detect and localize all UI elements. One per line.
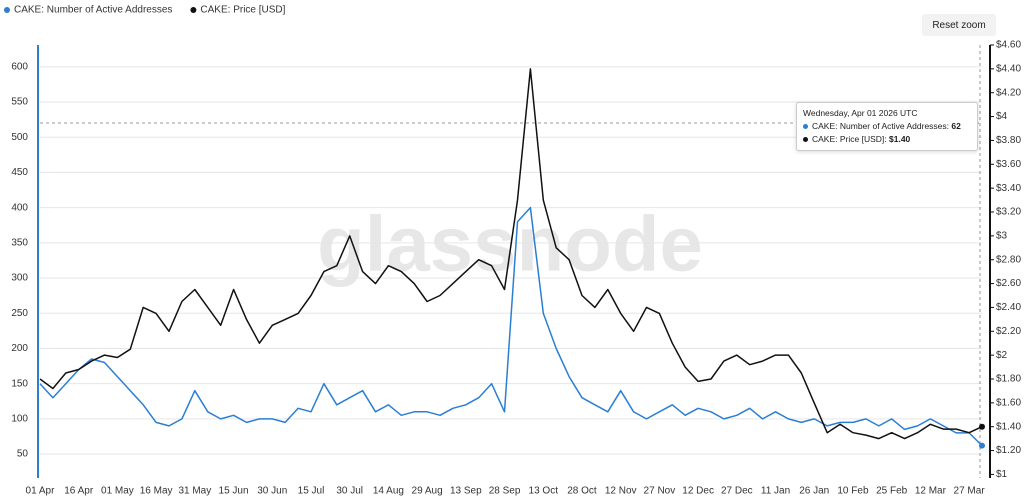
hover-point: [979, 442, 985, 449]
x-tick-label: 14 Aug: [373, 486, 404, 497]
x-tick-label: 30 Jul: [336, 486, 363, 497]
x-tick-label: 12 Dec: [682, 486, 714, 497]
x-tick-label: 16 May: [140, 486, 173, 497]
y2-tick-label: $2: [996, 350, 1008, 361]
tooltip-label: CAKE: Price [USD]:: [812, 134, 887, 144]
y2-tick-label: $3.20: [996, 207, 1021, 218]
y-tick-label: 500: [11, 132, 28, 143]
y2-tick-label: $1.80: [996, 374, 1021, 385]
y2-tick-label: $2.80: [996, 254, 1021, 265]
x-tick-label: 12 Nov: [605, 486, 637, 497]
y-tick-label: 50: [17, 449, 29, 460]
x-tick-label: 27 Mar: [954, 486, 986, 497]
x-tick-label: 01 Apr: [26, 486, 56, 497]
y-tick-label: 250: [11, 308, 28, 319]
hover-point: [979, 423, 985, 430]
x-tick-label: 30 Jun: [257, 486, 287, 497]
x-tick-label: 01 May: [101, 486, 134, 497]
legend-marker: [190, 7, 197, 13]
x-tick-label: 29 Aug: [412, 486, 443, 497]
tooltip: Wednesday, Apr 01 2026 UTC CAKE: Number …: [796, 102, 978, 151]
tooltip-value: $1.40: [889, 134, 911, 144]
y2-tick-label: $2.40: [996, 302, 1021, 313]
y2-tick-label: $1.20: [996, 445, 1021, 456]
y2-tick-label: $4.20: [996, 87, 1021, 98]
series-line: [39, 68, 983, 440]
x-tick-label: 13 Sep: [450, 486, 482, 497]
y2-tick-label: $4: [996, 111, 1008, 122]
tooltip-date: Wednesday, Apr 01 2026 UTC: [803, 108, 918, 118]
y2-tick-label: $3.60: [996, 159, 1021, 170]
legend-label: CAKE: Price [USD]: [200, 5, 285, 16]
y2-tick-label: $2.60: [996, 278, 1021, 289]
x-tick-label: 15 Jun: [219, 486, 249, 497]
x-tick-label: 25 Feb: [876, 486, 908, 497]
x-tick-label: 27 Nov: [644, 486, 676, 497]
x-tick-label: 11 Jan: [761, 486, 790, 497]
x-tick-label: 27 Dec: [721, 486, 753, 497]
x-tick-label: 26 Jan: [799, 486, 829, 497]
y2-tick-label: $3.40: [996, 183, 1021, 194]
y-tick-label: 350: [11, 237, 28, 248]
tooltip-value: 62: [951, 121, 961, 131]
tooltip-row: CAKE: Price [USD]: $1.40: [803, 133, 971, 146]
y2-tick-label: $1: [996, 469, 1008, 480]
y-tick-label: 400: [11, 202, 28, 213]
x-tick-label: 12 Mar: [915, 486, 947, 497]
y-tick-label: 150: [11, 378, 28, 389]
y-tick-label: 450: [11, 167, 28, 178]
series-line: [39, 206, 983, 447]
x-tick-label: 28 Sep: [489, 486, 521, 497]
legend-label: CAKE: Number of Active Addresses: [14, 5, 172, 16]
watermark: glassnode: [317, 200, 703, 288]
y2-tick-label: $2.20: [996, 326, 1021, 337]
y2-tick-label: $3: [996, 230, 1008, 241]
tooltip-row: CAKE: Number of Active Addresses: 62: [803, 120, 971, 133]
x-tick-label: 31 May: [178, 486, 211, 497]
tooltip-label: CAKE: Number of Active Addresses:: [812, 121, 950, 131]
y2-tick-label: $3.80: [996, 135, 1021, 146]
y2-tick-label: $4.40: [996, 63, 1021, 74]
y-tick-label: 200: [11, 343, 28, 354]
x-tick-label: 28 Oct: [567, 486, 597, 497]
x-tick-label: 16 Apr: [64, 486, 94, 497]
y-tick-label: 600: [11, 61, 28, 72]
y2-tick-label: $1.60: [996, 397, 1021, 408]
x-tick-label: 10 Feb: [837, 486, 869, 497]
reset-zoom-button[interactable]: Reset zoom: [922, 14, 996, 36]
x-tick-label: 13 Oct: [529, 486, 559, 497]
legend-marker: [4, 7, 10, 13]
x-tick-label: 15 Jul: [298, 486, 325, 497]
y2-tick-label: $1.40: [996, 421, 1021, 432]
y2-tick-label: $4.60: [996, 40, 1021, 51]
y-tick-label: 300: [11, 273, 28, 284]
y-tick-label: 550: [11, 97, 28, 108]
y-tick-label: 100: [11, 413, 28, 424]
